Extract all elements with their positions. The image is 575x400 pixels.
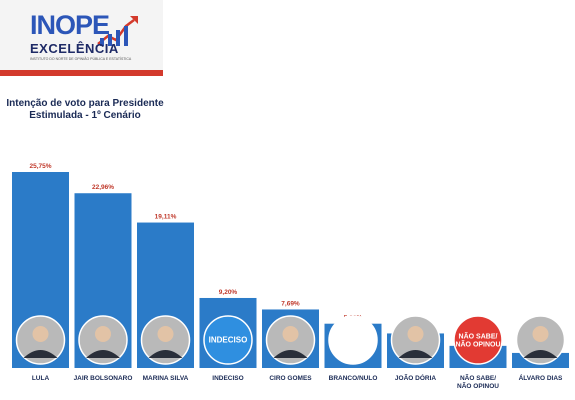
category-label-4: CIRO GOMES [269, 375, 312, 382]
chart-subtitle: Estimulada - 1º Cenário [29, 110, 141, 121]
person-photo-icon [390, 315, 441, 365]
marker-circle-3 [203, 315, 253, 365]
logo-top-text: INOPE [30, 10, 110, 40]
person-photo-icon [515, 315, 566, 365]
marker-circle-7 [453, 315, 503, 365]
marker-text-5-0: BRANCO [338, 333, 369, 340]
logo-red-bar [0, 70, 163, 76]
category-label-5: BRANCO/NULO [329, 375, 378, 382]
photo-head-2 [157, 326, 174, 342]
category-label-6: JOÃO DÓRIA [395, 373, 436, 382]
value-label-0: 25,75% [29, 163, 51, 170]
photo-head-6 [407, 326, 424, 342]
photo-body-2 [148, 350, 183, 358]
photo-head-0 [32, 326, 49, 342]
value-label-3: 9,20% [219, 289, 238, 296]
category-label-0: LULA [32, 375, 50, 382]
category-label-2: MARINA SILVA [143, 375, 189, 382]
logo-arrow-icon [97, 16, 138, 46]
category-label-7: NÃO OPINOU [457, 381, 499, 390]
category-label-7: NÃO SABE/ [460, 373, 496, 382]
chart-title-block: Intenção de voto para Presidente Estimul… [0, 98, 170, 122]
person-photo-icon [15, 315, 66, 365]
value-label-1: 22,96% [92, 184, 114, 191]
logo-bottom-text: EXCELÊNCIA [30, 41, 119, 56]
photo-body-1 [86, 350, 120, 358]
value-label-2: 19,11% [155, 214, 177, 221]
photo-head-4 [282, 326, 299, 342]
photo-body-6 [398, 350, 433, 358]
marker-circle-5 [328, 315, 378, 365]
person-photo-icon [265, 315, 316, 365]
photo-body-8 [523, 350, 558, 358]
value-label-4: 7,69% [281, 300, 300, 307]
marker-text-5-1: /NULO [342, 341, 364, 348]
person-photo-icon [78, 315, 128, 365]
category-label-1: JAIR BOLSONARO [74, 375, 133, 382]
chart-title: Intenção de voto para Presidente [6, 98, 164, 109]
category-label-8: ÁLVARO DIAS [519, 373, 563, 382]
photo-body-0 [23, 350, 58, 358]
photo-head-8 [532, 326, 549, 342]
photo-head-1 [95, 326, 111, 342]
marker-text-7-0: NÃO SABE/ [459, 331, 498, 340]
logo-tagline: INSTITUTO DO NORTE DE OPINIÃO PÚBLICA E … [30, 57, 132, 61]
person-photo-icon [140, 315, 191, 365]
category-label-3: INDECISO [212, 375, 243, 382]
logo: INOPE EXCELÊNCIA INSTITUTO DO NORTE DE O… [0, 0, 163, 76]
marker-text-3-0: INDECISO [209, 336, 248, 345]
marker-text-7-1: NÃO OPINOU [455, 339, 500, 348]
photo-body-4 [273, 350, 308, 358]
